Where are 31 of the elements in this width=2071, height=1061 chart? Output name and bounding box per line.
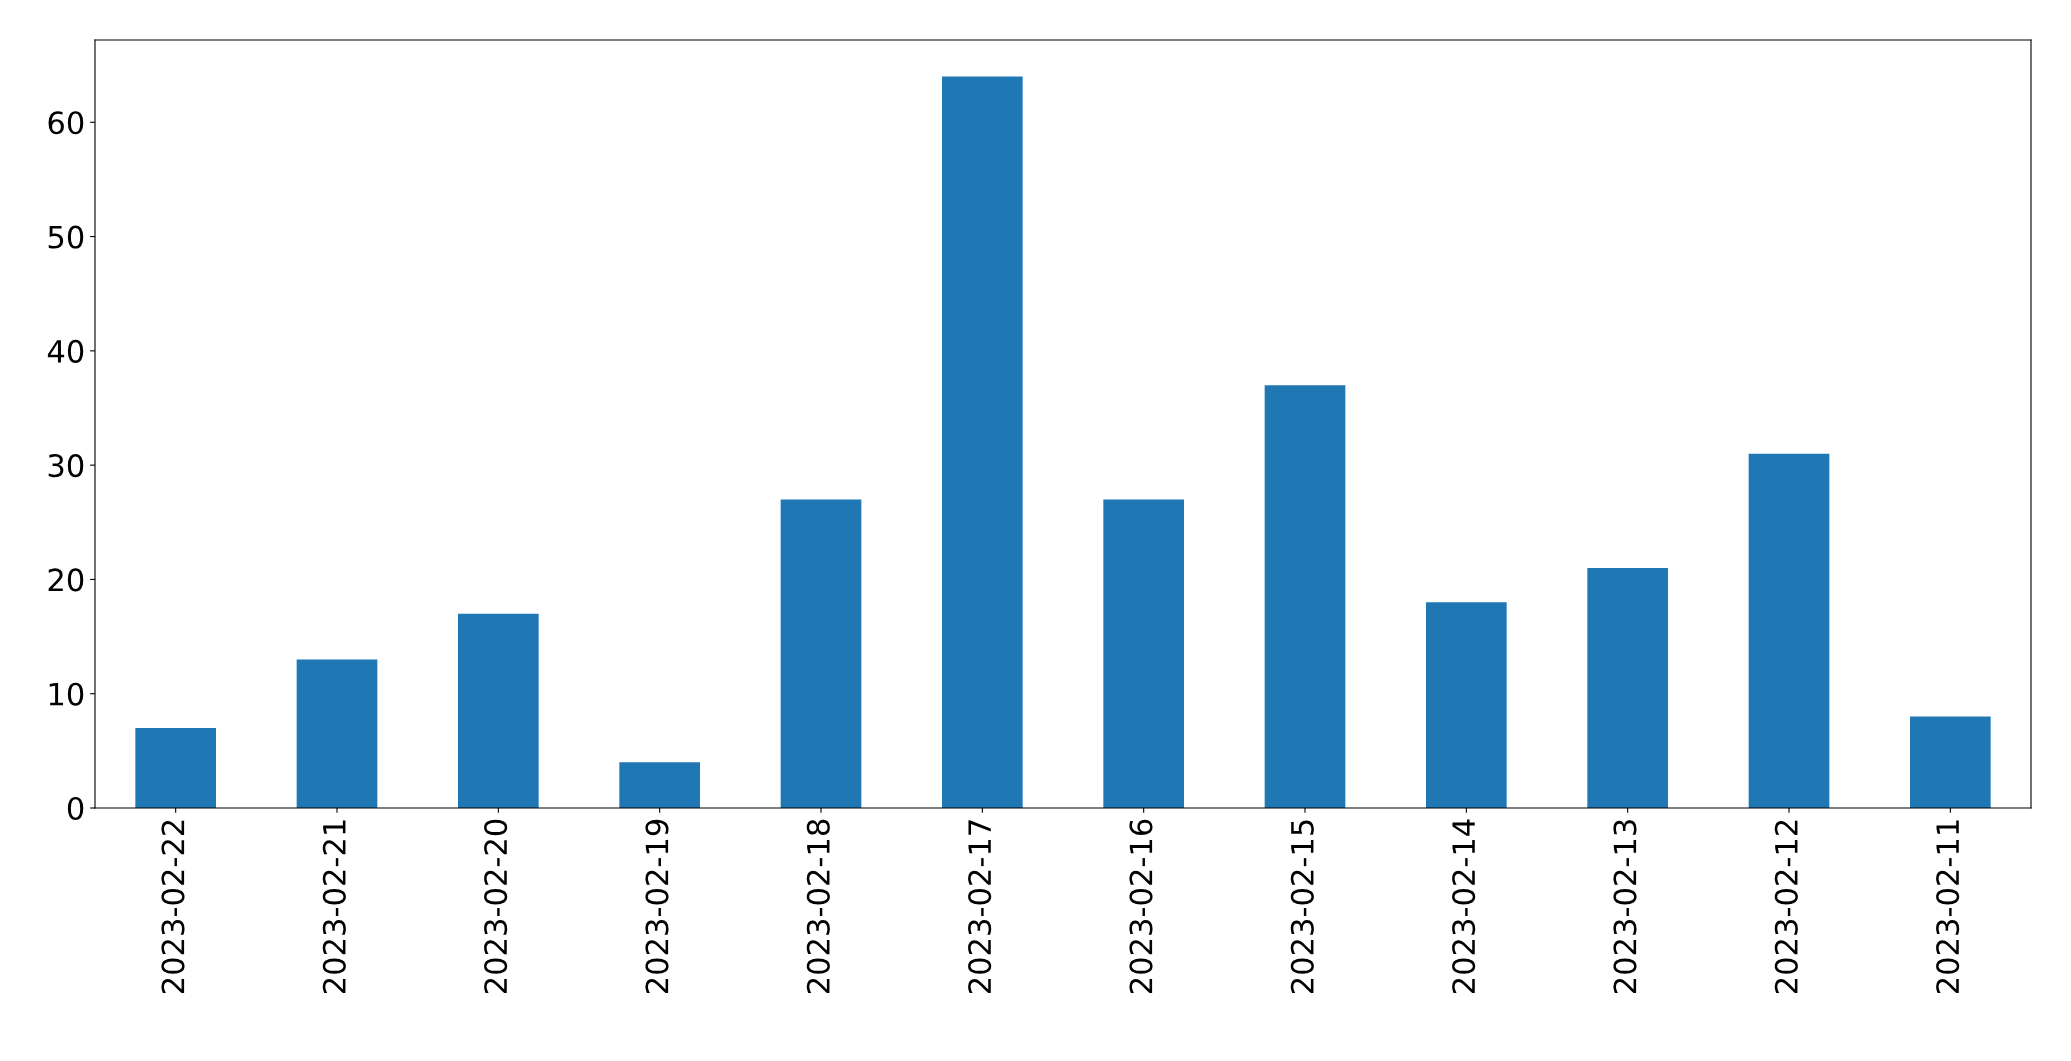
- x-tick-label: 2023-02-12: [1774, 820, 1798, 994]
- y-tick-label: 50: [48, 225, 84, 249]
- bar: [1748, 453, 1830, 808]
- x-tick-label: 2023-02-21: [322, 820, 346, 994]
- bar: [1264, 385, 1346, 808]
- y-tick-label: 40: [47, 339, 84, 363]
- bar: [1103, 499, 1184, 808]
- y-tick-label: 20: [48, 568, 84, 592]
- bar: [1910, 716, 1991, 808]
- x-tick-label: 2023-02-18: [806, 819, 830, 994]
- x-tick-label: 2023-02-19: [645, 819, 669, 994]
- x-tick-label: 2023-02-13: [1613, 820, 1637, 994]
- x-tick-label: 2023-02-14: [1452, 819, 1476, 994]
- x-tick-label: 2023-02-17: [968, 820, 992, 994]
- x-tick-label: 2023-02-22: [161, 820, 185, 994]
- y-tick-label: 60: [48, 111, 84, 135]
- bar: [942, 76, 1023, 808]
- y-tick-label: 0: [67, 796, 84, 821]
- bar: [1426, 602, 1507, 808]
- x-tick-label: 2023-02-11: [1936, 820, 1960, 994]
- bar: [135, 728, 216, 808]
- y-tick-label: 30: [48, 454, 84, 478]
- bar: [780, 499, 862, 808]
- bar: [296, 659, 378, 808]
- bar: [619, 762, 700, 808]
- x-tick-label: 2023-02-15: [1290, 820, 1314, 994]
- x-tick-label: 2023-02-16: [1129, 819, 1153, 994]
- x-tick-label: 2023-02-20: [484, 819, 508, 994]
- bar: [458, 613, 539, 808]
- y-tick-label: 10: [49, 682, 84, 706]
- bar: [1587, 568, 1668, 808]
